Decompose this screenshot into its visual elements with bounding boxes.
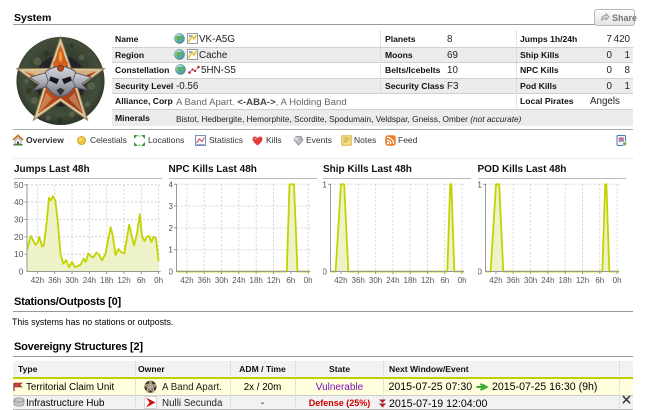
svg-text:0h: 0h xyxy=(303,276,312,285)
svg-text:0: 0 xyxy=(323,267,327,277)
svg-text:36h: 36h xyxy=(506,276,519,285)
svg-text:30h: 30h xyxy=(65,276,78,285)
svg-text:6h: 6h xyxy=(595,276,604,285)
svg-text:2: 2 xyxy=(169,223,173,233)
svg-text:0h: 0h xyxy=(154,276,163,285)
svg-text:42h: 42h xyxy=(180,276,193,285)
svg-text:4: 4 xyxy=(169,180,173,189)
svg-text:0h: 0h xyxy=(458,276,467,285)
svg-text:0: 0 xyxy=(478,267,482,277)
svg-text:24h: 24h xyxy=(386,276,399,285)
svg-text:10: 10 xyxy=(14,249,24,259)
svg-text:6h: 6h xyxy=(137,276,146,285)
svg-text:3: 3 xyxy=(169,201,173,211)
svg-text:12h: 12h xyxy=(117,276,130,285)
svg-text:18h: 18h xyxy=(404,276,417,285)
svg-text:42h: 42h xyxy=(31,276,44,285)
svg-text:6h: 6h xyxy=(440,276,449,285)
svg-text:6h: 6h xyxy=(286,276,295,285)
svg-text:30: 30 xyxy=(14,215,24,225)
svg-text:30h: 30h xyxy=(369,276,382,285)
svg-text:1: 1 xyxy=(323,180,327,189)
svg-text:12h: 12h xyxy=(266,276,279,285)
svg-text:42h: 42h xyxy=(334,276,347,285)
svg-text:36h: 36h xyxy=(352,276,365,285)
svg-text:0: 0 xyxy=(169,267,173,277)
svg-text:18h: 18h xyxy=(100,276,113,285)
svg-text:18h: 18h xyxy=(558,276,571,285)
svg-text:12h: 12h xyxy=(421,276,434,285)
svg-text:40: 40 xyxy=(14,197,24,207)
svg-text:20: 20 xyxy=(14,232,24,242)
svg-text:12h: 12h xyxy=(575,276,588,285)
svg-text:36h: 36h xyxy=(197,276,210,285)
svg-text:42h: 42h xyxy=(489,276,502,285)
svg-text:24h: 24h xyxy=(232,276,245,285)
svg-text:24h: 24h xyxy=(541,276,554,285)
svg-text:50: 50 xyxy=(14,180,24,190)
svg-text:36h: 36h xyxy=(48,276,61,285)
svg-text:30h: 30h xyxy=(523,276,536,285)
svg-text:0h: 0h xyxy=(612,276,621,285)
svg-text:30h: 30h xyxy=(214,276,227,285)
svg-text:18h: 18h xyxy=(249,276,262,285)
svg-text:1: 1 xyxy=(478,180,482,189)
svg-text:0: 0 xyxy=(19,267,24,277)
svg-text:1: 1 xyxy=(169,245,173,255)
svg-text:24h: 24h xyxy=(83,276,96,285)
